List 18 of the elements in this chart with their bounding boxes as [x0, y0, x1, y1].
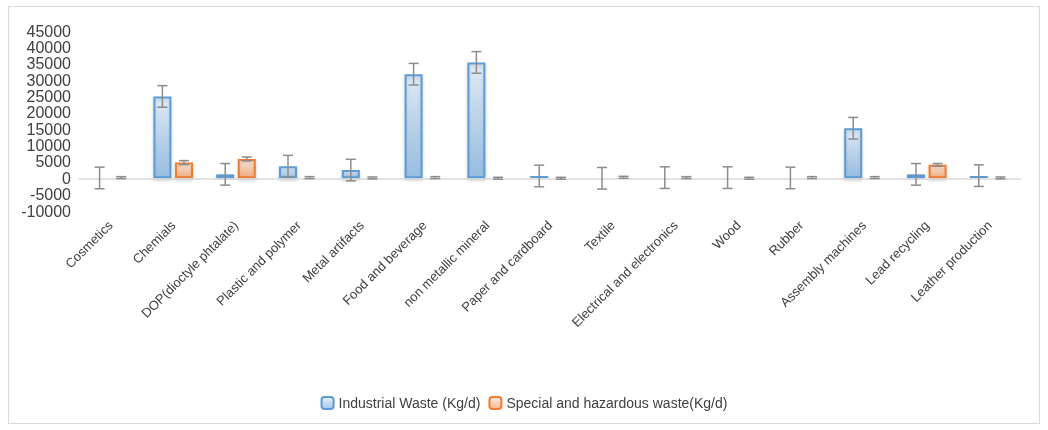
- bar: [844, 128, 863, 179]
- y-tick-label: 40000: [26, 38, 72, 56]
- bar: [153, 96, 172, 179]
- y-tick-label: -10000: [21, 202, 72, 220]
- y-tick-label: 5000: [35, 153, 72, 171]
- y-tick-label: 25000: [26, 87, 72, 105]
- legend-label: Special and hazardous waste(Kg/d): [506, 395, 728, 411]
- y-tick-label: 45000: [26, 22, 72, 40]
- legend-label: Industrial Waste (Kg/d): [338, 395, 481, 411]
- bar: [404, 74, 423, 179]
- y-tick-label: 30000: [26, 71, 72, 89]
- y-tick-label: 10000: [26, 137, 72, 155]
- y-tick-label: -5000: [30, 186, 72, 204]
- y-tick-label: 35000: [26, 55, 72, 73]
- y-tick-label: 20000: [26, 104, 72, 122]
- y-tick-label: 15000: [26, 120, 72, 138]
- bar: [467, 62, 486, 179]
- y-tick-label: 0: [62, 169, 72, 187]
